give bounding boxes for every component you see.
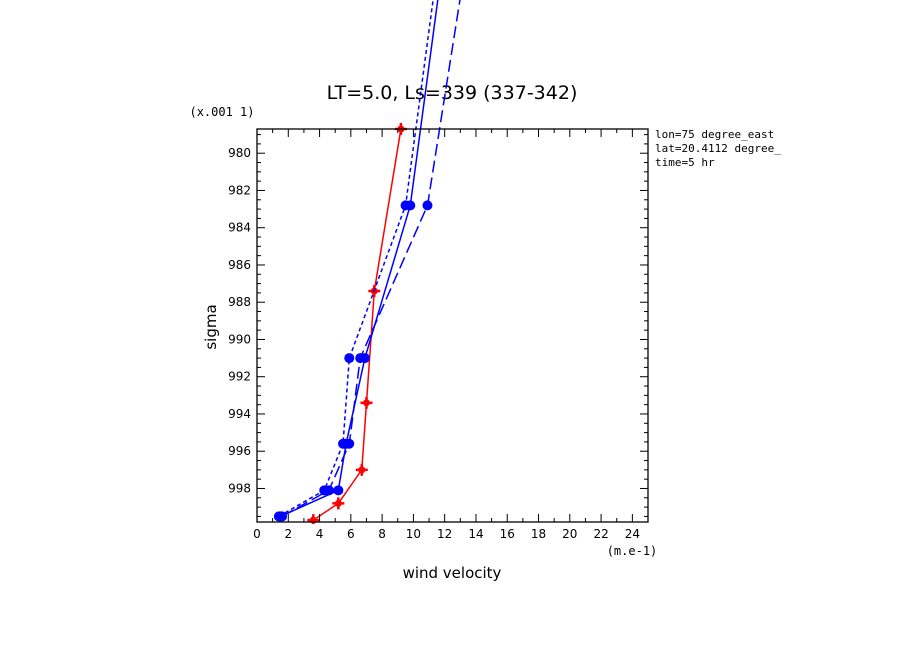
x-tick-label: 0 xyxy=(253,527,261,541)
y-tick-label: 982 xyxy=(228,183,251,197)
series-line-4 xyxy=(281,0,461,518)
series-3-marker xyxy=(344,353,355,364)
y-tick-label: 986 xyxy=(228,258,251,272)
series-line-3 xyxy=(278,0,434,518)
x-tick-label: 2 xyxy=(284,527,292,541)
x-tick-label: 24 xyxy=(625,527,640,541)
info-time: time=5 hr xyxy=(655,156,715,169)
series-1-marker xyxy=(355,463,368,476)
x-tick-label: 4 xyxy=(316,527,324,541)
y-axis-label: sigma xyxy=(202,304,220,349)
info-lat: lat=20.4112 degree_ xyxy=(655,142,781,155)
y-tick-label: 998 xyxy=(228,481,251,495)
series-4-marker xyxy=(344,438,355,449)
series-line-2 xyxy=(280,0,439,518)
x-tick-label: 6 xyxy=(347,527,355,541)
x-tick-label: 22 xyxy=(593,527,608,541)
series-1-marker xyxy=(332,497,345,510)
y-tick-label: 996 xyxy=(228,444,251,458)
x-tick-label: 10 xyxy=(406,527,421,541)
y-tick-label: 984 xyxy=(228,221,251,235)
series-4-marker xyxy=(422,200,433,211)
x-tick-label: 16 xyxy=(500,527,515,541)
x-tick-label: 8 xyxy=(378,527,386,541)
plot-frame xyxy=(256,128,649,523)
x-tick-label: 18 xyxy=(531,527,546,541)
x-axis-label: wind velocity xyxy=(403,564,502,582)
series-4-marker xyxy=(355,353,366,364)
series-4-marker xyxy=(323,485,334,496)
series-layer xyxy=(273,0,461,524)
series-4-marker xyxy=(277,511,288,522)
y-axis-unit: (x.001 1) xyxy=(189,105,254,119)
axes-layer: 0 2 4 6 8 10 12 14 16 18 20 22 249809829849869889909… xyxy=(228,128,649,541)
y-tick-label: 988 xyxy=(228,295,251,309)
y-tick-label: 994 xyxy=(228,407,251,421)
y-tick-label: 990 xyxy=(228,332,251,346)
info-block: lon=75 degree_east lat=20.4112 degree_ t… xyxy=(655,128,781,169)
y-tick-label: 992 xyxy=(228,370,251,384)
series-line-1 xyxy=(312,128,402,521)
info-lon: lon=75 degree_east xyxy=(655,128,774,141)
series-3-marker xyxy=(400,200,411,211)
x-axis-unit: (m.e-1) xyxy=(607,544,658,558)
series-1-marker xyxy=(360,396,373,409)
y-tick-label: 980 xyxy=(228,146,251,160)
x-tick-label: 20 xyxy=(562,527,577,541)
series-2-marker xyxy=(333,485,344,496)
chart-title: LT=5.0, Ls=339 (337-342) xyxy=(327,82,578,104)
x-tick-label: 12 xyxy=(437,527,452,541)
series-1-marker xyxy=(307,514,320,524)
x-tick-label: 14 xyxy=(468,527,483,541)
